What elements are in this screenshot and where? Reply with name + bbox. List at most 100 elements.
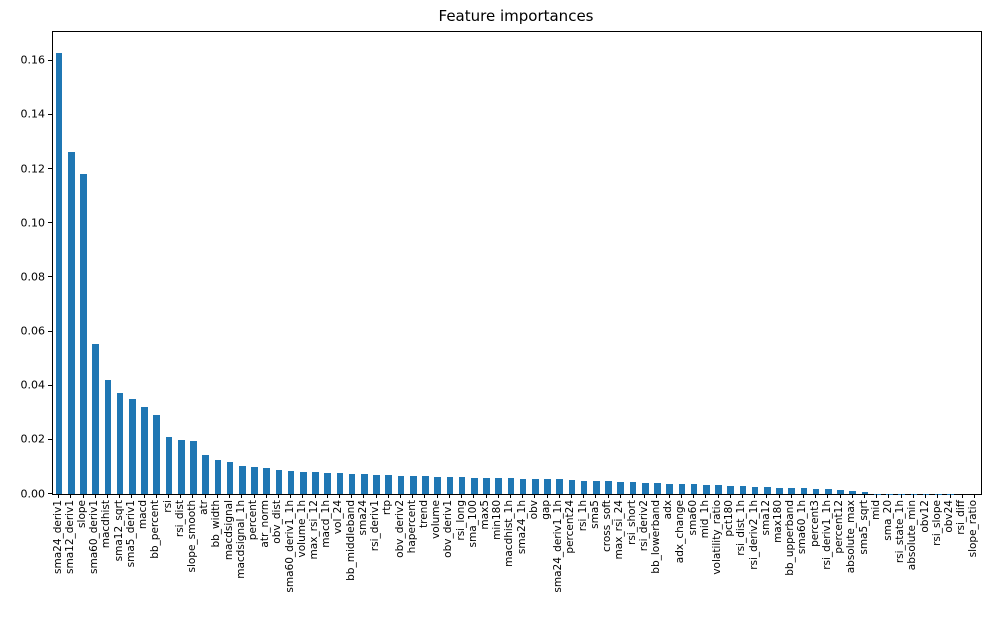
x-tick-label: mid_1h xyxy=(698,500,711,539)
x-tick-label: percent3 xyxy=(808,500,821,547)
bar-sma12_deriv1 xyxy=(68,152,75,494)
x-tick-mark xyxy=(424,494,426,498)
bar-max180 xyxy=(776,487,783,494)
bar-sma5_sqrt xyxy=(861,492,869,494)
y-tick-mark xyxy=(48,59,52,61)
x-tick-mark xyxy=(94,494,96,498)
bar-rsi_deriv1 xyxy=(373,474,380,494)
x-tick-label: sma_20 xyxy=(881,500,894,541)
bar-cross_soft xyxy=(605,481,612,494)
bar-rsi_1h xyxy=(580,480,588,494)
x-tick-label: sma24_deriv1_1h xyxy=(552,500,565,593)
bar-sma60 xyxy=(690,484,698,494)
x-tick-label: bb_middleband xyxy=(344,500,357,581)
bar-percent xyxy=(251,466,258,494)
bar-pct180 xyxy=(727,485,734,494)
bar-sma12_sqrt xyxy=(116,393,124,494)
x-tick-label: sma12_deriv1 xyxy=(63,500,76,574)
bar-macdsignal xyxy=(226,461,234,494)
x-tick-label: macd_1h xyxy=(320,500,333,548)
bar-sma12 xyxy=(764,487,771,494)
bar-gap xyxy=(544,479,551,494)
x-tick-label: sma60_deriv1_1h xyxy=(283,500,296,593)
x-tick-label: sma5_sqrt xyxy=(857,500,870,555)
x-tick-mark xyxy=(485,494,487,498)
x-tick-label: percent24 xyxy=(564,500,577,554)
bar-rsi xyxy=(165,437,173,494)
bar-obv_deriv2 xyxy=(397,475,405,494)
x-tick-label: obv_dist xyxy=(271,500,284,544)
bar-sma_100 xyxy=(470,477,478,494)
x-tick-mark xyxy=(241,494,243,498)
y-tick-mark xyxy=(48,330,52,332)
x-tick-label: rsi xyxy=(161,500,174,513)
bar-sma5 xyxy=(593,480,600,494)
x-tick-mark xyxy=(656,494,658,498)
x-tick-mark xyxy=(729,494,731,498)
y-tick-label: 0.08 xyxy=(20,270,46,284)
x-tick-mark xyxy=(705,494,707,498)
x-tick-label: max180 xyxy=(772,500,784,543)
x-tick-label: trend xyxy=(417,500,430,528)
bar-vol_24 xyxy=(336,473,344,494)
y-tick-label: 0.02 xyxy=(20,432,46,446)
x-tick-mark xyxy=(876,494,878,498)
bar-rsi_dist xyxy=(177,439,185,494)
x-tick-mark xyxy=(497,494,499,498)
bar-absolute_max xyxy=(849,490,857,494)
y-tick-mark xyxy=(48,384,52,386)
x-tick-label: slope xyxy=(76,500,88,528)
bar-percent3 xyxy=(812,488,820,494)
x-tick-label: sma60_1h xyxy=(796,500,809,555)
bar-max_rsi_12 xyxy=(312,472,319,494)
y-tick-mark xyxy=(48,438,52,440)
x-tick-mark xyxy=(375,494,377,498)
x-tick-label: percent12 xyxy=(833,500,846,554)
x-tick-mark xyxy=(766,494,768,498)
bar-rsi_deriv2 xyxy=(641,482,649,494)
x-tick-mark xyxy=(973,494,975,498)
x-tick-label: min180 xyxy=(491,500,504,540)
x-tick-label: rsi_deriv2_1h xyxy=(747,500,760,570)
bar-atr_norm xyxy=(263,467,270,494)
x-tick-mark xyxy=(546,494,548,498)
x-tick-label: obv_deriv1 xyxy=(442,500,455,558)
x-tick-mark xyxy=(338,494,340,498)
x-tick-label: bb_upperband xyxy=(784,500,797,576)
x-tick-label: slope_smooth xyxy=(185,500,198,573)
x-tick-label: rsi_deriv1_1h xyxy=(820,500,833,570)
bar-atr xyxy=(202,454,209,494)
x-tick-mark xyxy=(448,494,450,498)
bar-obv xyxy=(532,478,539,494)
y-tick-mark xyxy=(48,222,52,224)
y-tick-mark xyxy=(48,168,52,169)
x-tick-label: sma_100 xyxy=(466,500,479,548)
bar-percent12 xyxy=(837,489,844,494)
x-tick-label: rsi_state_1h xyxy=(894,500,907,564)
chart-title: Feature importances xyxy=(438,7,594,25)
x-tick-mark xyxy=(363,494,365,498)
x-tick-label: slope_ratio xyxy=(967,500,980,558)
bar-percent24 xyxy=(568,479,576,494)
y-tick-label: 0.06 xyxy=(20,324,46,338)
x-tick-mark xyxy=(570,494,572,498)
x-tick-mark xyxy=(802,494,804,498)
y-tick-mark xyxy=(48,276,52,278)
bar-macdhist xyxy=(104,380,112,494)
x-tick-label: absolute_max xyxy=(845,500,858,574)
x-tick-mark xyxy=(900,494,902,498)
x-tick-mark xyxy=(509,494,511,498)
x-tick-mark xyxy=(326,494,328,498)
x-tick-label: rsi_diff xyxy=(955,500,968,535)
x-tick-label: rsi_slope xyxy=(930,500,943,546)
x-tick-label: rsi_deriv2 xyxy=(637,500,650,552)
x-tick-mark xyxy=(216,494,218,498)
bar-slope_smooth xyxy=(190,440,197,494)
x-tick-label: pct180 xyxy=(723,500,736,537)
x-tick-label: macd xyxy=(137,500,150,530)
x-tick-label: sma24_deriv1 xyxy=(51,500,64,574)
x-tick-label: macdhist_1h xyxy=(503,500,516,567)
x-tick-label: percent xyxy=(247,500,259,541)
x-tick-label: rsi_1h xyxy=(576,500,589,532)
x-tick-mark xyxy=(400,494,401,498)
